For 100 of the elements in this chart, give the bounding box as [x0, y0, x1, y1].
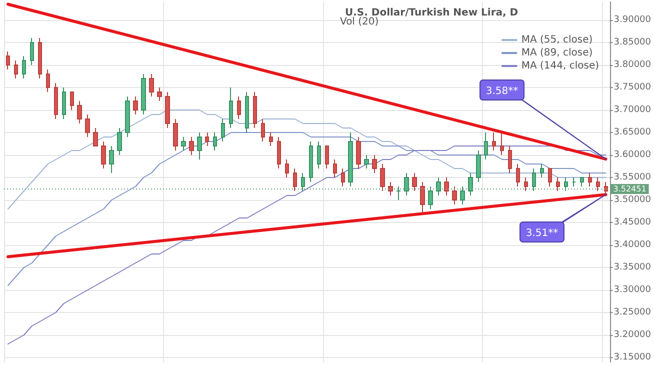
candlestick: [93, 128, 98, 146]
candlestick: [317, 141, 321, 169]
candlestick: [197, 132, 202, 160]
candlestick: [301, 172, 305, 192]
candlestick: [572, 177, 576, 187]
candlestick: [556, 177, 560, 192]
candlestick: [412, 172, 417, 192]
y-tick-label: 3.90000: [614, 15, 652, 25]
ref-line-label: 3.52451: [613, 184, 646, 194]
line-series: [7, 132, 606, 286]
candlestick: [70, 92, 74, 110]
candlestick: [101, 141, 106, 169]
candlestick: [181, 136, 186, 151]
candlestick: [62, 87, 66, 120]
candlestick: [221, 118, 225, 142]
candlestick: [309, 141, 313, 182]
candlestick: [468, 172, 473, 196]
y-tick-label: 3.80000: [614, 60, 652, 70]
candlestick: [253, 92, 257, 128]
candlestick: [380, 164, 385, 192]
candlestick: [508, 146, 512, 174]
candlestick: [524, 177, 528, 192]
candlestick: [117, 128, 122, 156]
candlestick: [436, 177, 441, 196]
candlestick: [133, 96, 138, 115]
candlestick: [245, 92, 249, 133]
y-tick-label: 3.65000: [614, 128, 652, 138]
candlestick: [261, 118, 265, 142]
candlestick: [348, 132, 353, 187]
y-tick-label: 3.60000: [614, 150, 652, 160]
candlestick: [444, 177, 449, 196]
candlestick: [38, 38, 42, 79]
candlestick: [213, 132, 217, 151]
candlestick: [157, 87, 162, 102]
candlestick: [396, 186, 401, 200]
y-tick-label: 3.20000: [614, 330, 652, 340]
y-tick-label: 3.55000: [614, 172, 652, 182]
candlestick: [325, 146, 329, 169]
candlestick: [277, 136, 281, 169]
candlestick: [22, 56, 26, 79]
annotation: 3.58**: [486, 86, 518, 97]
candlestick: [596, 177, 600, 192]
y-tick-label: 3.70000: [614, 105, 652, 115]
candlestick: [205, 132, 209, 146]
candlestick: [341, 168, 345, 187]
text: U.S. Dollar/Turkish New Lira, D: [345, 8, 518, 18]
candlestick: [141, 74, 146, 115]
candlestick: [404, 172, 409, 196]
candlestick: [420, 182, 425, 214]
candlestick: [452, 186, 457, 205]
candlestick: [356, 136, 361, 169]
candlestick: [125, 96, 130, 138]
candlestick: [285, 159, 289, 178]
candlestick: [165, 92, 170, 128]
candlestick: [580, 177, 584, 187]
candlestick: [372, 154, 377, 174]
candlestick: [516, 164, 520, 187]
candlestick: [77, 100, 82, 124]
y-tick-label: 3.45000: [614, 218, 652, 228]
candlestick: [269, 132, 273, 146]
candlestick: [173, 118, 178, 151]
candlestick: [604, 182, 608, 196]
candlestick: [388, 182, 393, 196]
y-tick-label: 3.15000: [614, 352, 652, 362]
candlestick: [492, 132, 496, 151]
y-tick-label: 3.35000: [614, 262, 652, 272]
annotation: 3.51**: [526, 228, 558, 239]
candlestick: [46, 69, 50, 92]
candlestick: [6, 51, 10, 70]
candlestick: [237, 96, 241, 120]
candlestick: [484, 132, 488, 160]
candlestick: [293, 168, 297, 192]
legend-label: MA (144, close): [521, 60, 600, 72]
candlestick: [229, 87, 233, 128]
candlestick: [428, 186, 433, 210]
legend-label: MA (55, close): [521, 34, 593, 46]
candlestick: [149, 74, 154, 97]
line-series: [7, 146, 606, 344]
candlestick: [54, 82, 58, 120]
candlestick: [14, 60, 18, 79]
candlestick: [588, 172, 592, 187]
y-tick-label: 3.25000: [614, 308, 652, 318]
candlestick: [189, 136, 194, 156]
annotation: Vol (20): [340, 16, 379, 28]
candlestick: [85, 114, 90, 138]
candlestick: [532, 168, 536, 192]
candlestick: [30, 38, 34, 66]
y-tick-label: 3.30000: [614, 285, 652, 295]
candlestick: [564, 177, 568, 192]
candlestick: [540, 164, 544, 178]
candlestick: [460, 186, 465, 205]
candlestick: [364, 154, 369, 169]
line-series: [7, 110, 606, 210]
candlestick: [109, 146, 114, 174]
candlestick: [333, 159, 337, 178]
candlestick: [548, 168, 552, 187]
candlestick: [500, 132, 504, 156]
y-tick-label: 3.40000: [614, 240, 652, 250]
legend-label: MA (89, close): [521, 48, 593, 58]
y-tick-label: 3.85000: [614, 38, 652, 48]
